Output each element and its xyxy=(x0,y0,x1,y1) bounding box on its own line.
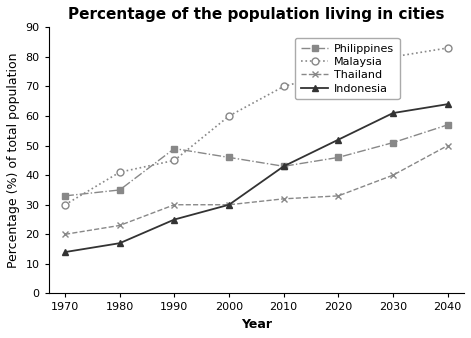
Thailand xyxy=(226,203,232,207)
X-axis label: Year: Year xyxy=(241,318,272,331)
Title: Percentage of the population living in cities: Percentage of the population living in c… xyxy=(68,7,445,22)
Malaysia xyxy=(281,84,286,89)
Philippines xyxy=(445,123,450,127)
Malaysia xyxy=(335,70,341,74)
Indonesia xyxy=(226,203,232,207)
Line: Thailand: Thailand xyxy=(62,142,451,238)
Indonesia xyxy=(117,241,122,245)
Malaysia xyxy=(62,203,68,207)
Line: Philippines: Philippines xyxy=(62,122,450,199)
Philippines xyxy=(117,188,122,192)
Indonesia xyxy=(171,217,177,221)
Malaysia xyxy=(117,170,122,174)
Malaysia xyxy=(171,158,177,162)
Philippines xyxy=(390,141,396,145)
Thailand xyxy=(335,194,341,198)
Line: Indonesia: Indonesia xyxy=(62,101,450,255)
Thailand xyxy=(390,173,396,177)
Thailand xyxy=(445,144,450,148)
Philippines xyxy=(226,155,232,160)
Malaysia xyxy=(445,46,450,50)
Y-axis label: Percentage (%) of total population: Percentage (%) of total population xyxy=(7,53,20,268)
Philippines xyxy=(281,164,286,168)
Thailand xyxy=(281,197,286,201)
Malaysia xyxy=(226,114,232,118)
Line: Malaysia: Malaysia xyxy=(62,45,451,208)
Indonesia xyxy=(281,164,286,168)
Thailand xyxy=(171,203,177,207)
Indonesia xyxy=(390,111,396,115)
Indonesia xyxy=(335,138,341,142)
Malaysia xyxy=(390,55,396,59)
Philippines xyxy=(171,146,177,150)
Philippines xyxy=(335,155,341,160)
Thailand xyxy=(117,223,122,227)
Philippines xyxy=(62,194,68,198)
Indonesia xyxy=(62,250,68,254)
Indonesia xyxy=(445,102,450,106)
Legend: Philippines, Malaysia, Thailand, Indonesia: Philippines, Malaysia, Thailand, Indones… xyxy=(295,38,400,99)
Thailand xyxy=(62,232,68,236)
